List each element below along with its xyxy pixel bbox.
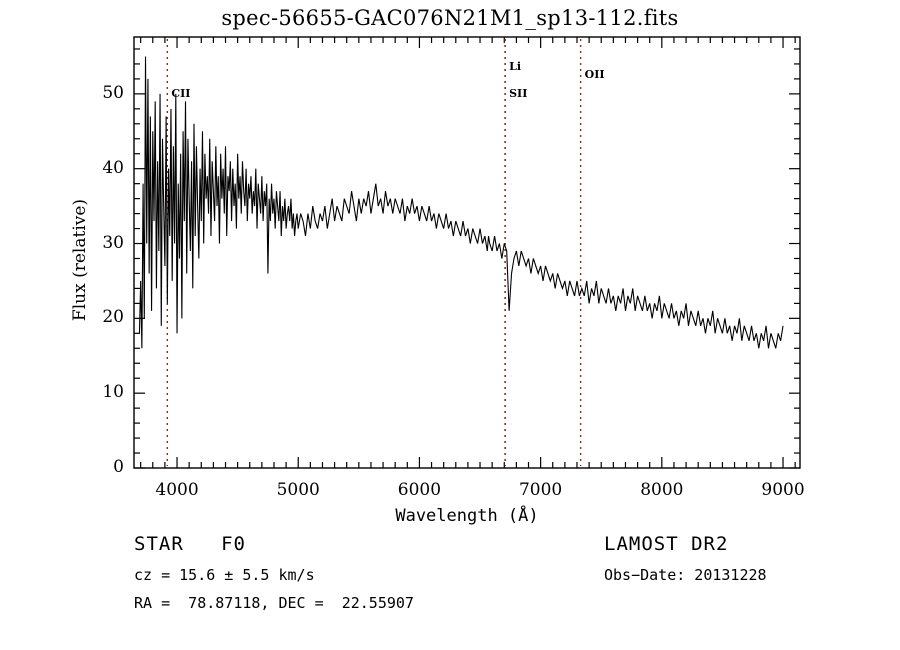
object-type-label: STAR F0 [134, 533, 246, 555]
line-label-oii: OII [584, 68, 605, 81]
spectrum-trace [138, 56, 784, 349]
survey-label: LAMOST DR2 [604, 533, 729, 555]
y-tick-label: 0 [113, 457, 124, 477]
coordinates-label: RA = 78.87118, DEC = 22.55907 [134, 594, 414, 612]
footer-right: LAMOST DR2 Obs−Date: 20131228 [604, 533, 767, 584]
line-label-li: Li [509, 60, 522, 73]
cz-label: cz = 15.6 ± 5.5 km/s [134, 566, 315, 584]
obs-date-label: Obs−Date: 20131228 [604, 566, 767, 584]
y-tick-label: 20 [102, 307, 124, 328]
x-tick-label: 8000 [640, 480, 684, 500]
plot-frame [133, 36, 801, 469]
y-tick-label: 30 [102, 232, 124, 253]
x-tick-label: 7000 [518, 480, 563, 500]
x-tick-label: 5000 [276, 480, 320, 500]
y-axis-label: Flux (relative) [70, 198, 90, 322]
page-title: spec-56655-GAC076N21M1_sp13-112.fits [221, 6, 679, 30]
x-axis-label: Wavelength (Å) [395, 506, 539, 526]
x-tick-label: 9000 [761, 480, 805, 500]
y-tick-label: 50 [102, 82, 124, 103]
x-tick-label: 4000 [155, 480, 199, 500]
x-tick-label: 6000 [397, 480, 442, 500]
y-tick-label: 40 [102, 157, 124, 178]
footer-left: STAR F0 cz = 15.6 ± 5.5 km/s RA = 78.871… [134, 533, 414, 612]
line-label-sii: SII [509, 87, 528, 100]
y-tick-label: 10 [102, 382, 124, 403]
line-label-cii: CII [171, 87, 191, 100]
